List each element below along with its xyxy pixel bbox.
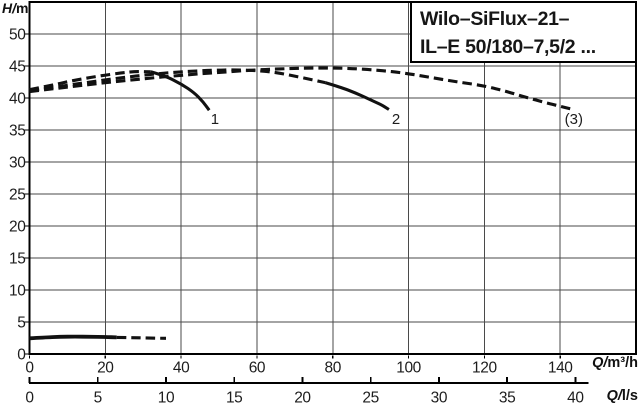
y-tick-label: 40 [9, 91, 26, 108]
x-m3h-tick-label: 100 [396, 360, 421, 377]
pump-curves [29, 66, 572, 341]
pump-curve-2-solid [324, 81, 390, 111]
pump-curve-3-label: (3) [565, 111, 583, 128]
x-ls-tick-label: 20 [294, 390, 311, 407]
y-tick-label: 10 [9, 283, 26, 300]
x-ls-tick-label: 25 [362, 390, 378, 407]
x-ls-tick-label: 40 [567, 390, 584, 407]
x-ls-tick-label: 5 [94, 390, 102, 407]
y-tick-label: 45 [9, 59, 25, 76]
chart-title-line1: Wilo–SiFlux–21– [420, 8, 570, 30]
y-tick-label: 35 [9, 123, 25, 140]
pump-curve-1-solid [150, 70, 211, 112]
chart-title-line2: IL–E 50/180–7,5/2 ... [420, 36, 596, 58]
x-m3h-tick-label: 80 [325, 360, 342, 377]
min-speed-curve-solid [29, 334, 117, 341]
chart-title-box: Wilo–SiFlux–21– IL–E 50/180–7,5/2 ... [410, 1, 637, 63]
curve-number-labels: 1 2 (3) [211, 111, 583, 128]
y-axis-unit-label: H/m [2, 0, 29, 16]
min-speed-curve-dashed [116, 335, 167, 340]
x-ls-tick-label: 10 [158, 390, 175, 407]
x-m3h-tick-label: 20 [97, 360, 114, 377]
pump-curve-1-dashed [29, 70, 151, 92]
y-tick-label: 5 [17, 315, 25, 332]
x-ls-tick-label: 35 [499, 390, 515, 407]
secondary-x-axis [28, 377, 589, 385]
x-ls-tick-label: 0 [25, 390, 34, 407]
pump-curve-1-label: 1 [211, 111, 219, 128]
axis-ticks [24, 33, 561, 359]
y-tick-label: 25 [9, 187, 25, 204]
x-m3h-tick-label: 120 [472, 360, 497, 377]
x-ls-tick-label: 15 [226, 390, 242, 407]
pump-curve-2-dashed [29, 68, 326, 93]
y-tick-label: 15 [9, 251, 25, 268]
y-tick-label: 30 [9, 155, 26, 172]
x-ls-tick-label: 30 [431, 390, 448, 407]
y-tick-label: 20 [9, 219, 26, 236]
x-m3h-tick-label: 0 [25, 360, 34, 377]
x-m3h-tick-label: 140 [548, 360, 573, 377]
plot-frame [28, 0, 638, 356]
pump-curve-2-label: 2 [392, 111, 400, 128]
x-m3h-tick-label: 60 [249, 360, 266, 377]
x-axis-unit-m3h-label: Q/m³/h [592, 355, 638, 371]
y-tick-label: 50 [9, 27, 26, 44]
y-tick-label: 0 [17, 347, 26, 364]
x-axis-unit-ls-label: Q/l/s [606, 388, 638, 404]
x-m3h-tick-label: 40 [173, 360, 190, 377]
pump-curve-3-dashed [29, 66, 572, 111]
